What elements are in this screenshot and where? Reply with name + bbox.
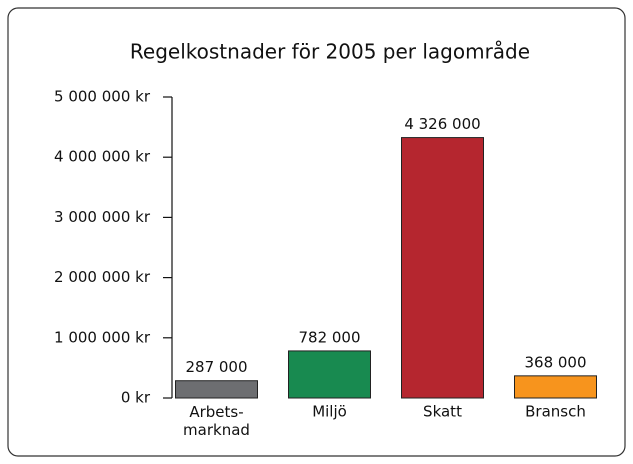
bar (175, 380, 258, 399)
value-label: 782 000 (298, 328, 360, 346)
y-tick-label: 3 000 000 kr (54, 208, 151, 226)
y-tick-label: 1 000 000 kr (54, 328, 151, 346)
y-tick-label: 0 kr (121, 389, 151, 407)
y-tick-label: 5 000 000 kr (54, 88, 151, 106)
value-label: 287 000 (185, 358, 247, 376)
x-tick-label: Arbets-marknad (183, 403, 250, 439)
x-tick-label: Miljö (312, 403, 347, 421)
y-tick-label: 4 000 000 kr (54, 148, 151, 166)
bar (514, 375, 597, 399)
x-tick-label: Skatt (423, 403, 462, 421)
x-tick-label: Bransch (525, 403, 586, 421)
chart-title: Regelkostnader för 2005 per lagområde (130, 40, 530, 64)
value-label: 4 326 000 (404, 115, 480, 133)
value-label: 368 000 (524, 353, 586, 371)
y-tick-label: 2 000 000 kr (54, 268, 151, 286)
bar (288, 350, 371, 399)
bar (401, 137, 484, 399)
